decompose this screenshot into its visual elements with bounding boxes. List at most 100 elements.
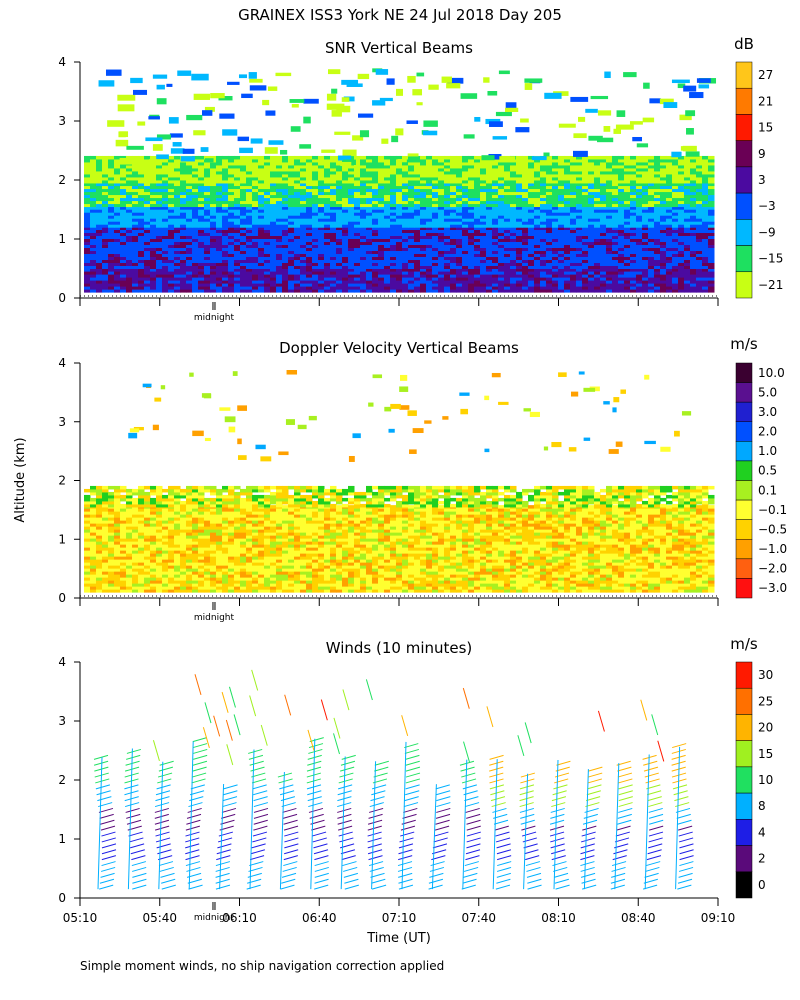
- snr-cell: [474, 158, 481, 163]
- snr-cell: [462, 170, 469, 175]
- snr-cell: [510, 274, 517, 278]
- snr-cell: [630, 218, 637, 222]
- snr-cell: [534, 206, 541, 210]
- snr-cell: [618, 271, 625, 275]
- snr-cell: [222, 221, 229, 225]
- snr-cell: [444, 274, 451, 278]
- snr-cell: [684, 224, 691, 228]
- snr-cell: [576, 173, 583, 178]
- snr-cell: [654, 221, 661, 225]
- snr-cell: [582, 200, 589, 205]
- snr-cell: [150, 212, 157, 216]
- snr-cell: [432, 194, 439, 199]
- snr-cell: [204, 170, 211, 175]
- snr-cell: [672, 289, 679, 293]
- snr-cell: [708, 203, 715, 208]
- snr-cell: [204, 286, 211, 290]
- snr-cell: [276, 215, 283, 219]
- snr-cell: [336, 253, 343, 257]
- snr-cell: [216, 170, 223, 175]
- snr-cell: [240, 256, 247, 260]
- snr-cell: [366, 215, 373, 219]
- snr-cell: [240, 271, 247, 275]
- snr-cell: [666, 256, 673, 260]
- snr-cell: [96, 226, 103, 230]
- snr-cell: [594, 188, 601, 193]
- snr-cell: [600, 232, 607, 236]
- snr-cell: [672, 200, 679, 205]
- snr-cell: [618, 164, 625, 169]
- snr-cell: [390, 179, 397, 184]
- snr-cell: [570, 218, 577, 222]
- snr-cell: [444, 164, 451, 169]
- snr-cell: [234, 215, 241, 219]
- snr-cell: [336, 259, 343, 263]
- snr-cell: [558, 229, 565, 233]
- snr-cell: [420, 274, 427, 278]
- snr-cell: [384, 179, 391, 184]
- snr-cell: [624, 170, 631, 175]
- snr-cell: [282, 158, 289, 163]
- snr-cell: [138, 226, 145, 230]
- snr-cell: [486, 191, 493, 196]
- snr-cell: [306, 224, 313, 228]
- snr-cell: [120, 170, 127, 175]
- snr-cell: [270, 167, 277, 172]
- snr-cell: [126, 265, 133, 269]
- snr-cell: [258, 271, 265, 275]
- snr-cell: [696, 238, 703, 242]
- snr-cell: [444, 224, 451, 228]
- snr-cell: [354, 206, 361, 210]
- snr-cell: [540, 259, 547, 263]
- snr-cell: [618, 158, 625, 163]
- snr-patch: [340, 161, 352, 167]
- snr-cell: [342, 206, 349, 210]
- snr-cell: [306, 161, 313, 166]
- snr-cell: [132, 224, 139, 228]
- snr-cell: [324, 286, 331, 290]
- snr-cell: [378, 289, 385, 293]
- snr-cell: [618, 262, 625, 266]
- snr-cell: [660, 200, 667, 205]
- snr-cell: [594, 238, 601, 242]
- snr-cell: [150, 277, 157, 281]
- snr-cell: [618, 197, 625, 202]
- snr-cell: [456, 247, 463, 251]
- snr-cell: [294, 289, 301, 293]
- snr-cell: [582, 277, 589, 281]
- snr-cell: [528, 274, 535, 278]
- snr-cell: [222, 161, 229, 166]
- snr-cell: [612, 167, 619, 172]
- snr-cell: [300, 253, 307, 257]
- snr-cell: [564, 229, 571, 233]
- snr-cell: [444, 188, 451, 193]
- snr-cell: [216, 241, 223, 245]
- snr-cell: [564, 235, 571, 239]
- snr-cell: [258, 253, 265, 257]
- snr-cell: [630, 247, 637, 251]
- snr-cell: [480, 271, 487, 275]
- snr-cell: [618, 229, 625, 233]
- snr-cell: [552, 277, 559, 281]
- snr-cell: [702, 185, 709, 190]
- snr-cell: [108, 212, 115, 216]
- snr-cell: [552, 167, 559, 172]
- snr-cell: [462, 244, 469, 248]
- snr-cell: [654, 271, 661, 275]
- snr-cell: [678, 185, 685, 190]
- snr-cell: [606, 209, 613, 213]
- snr-cell: [246, 197, 253, 202]
- snr-cell: [600, 164, 607, 169]
- snr-cell: [168, 179, 175, 184]
- snr-cell: [318, 259, 325, 263]
- snr-cell: [408, 215, 415, 219]
- snr-cell: [708, 224, 715, 228]
- snr-cell: [132, 241, 139, 245]
- snr-cell: [630, 170, 637, 175]
- snr-cell: [702, 271, 709, 275]
- snr-cell: [198, 212, 205, 216]
- snr-cell: [408, 182, 415, 187]
- snr-cell: [570, 247, 577, 251]
- snr-cell: [660, 286, 667, 290]
- snr-cell: [330, 289, 337, 293]
